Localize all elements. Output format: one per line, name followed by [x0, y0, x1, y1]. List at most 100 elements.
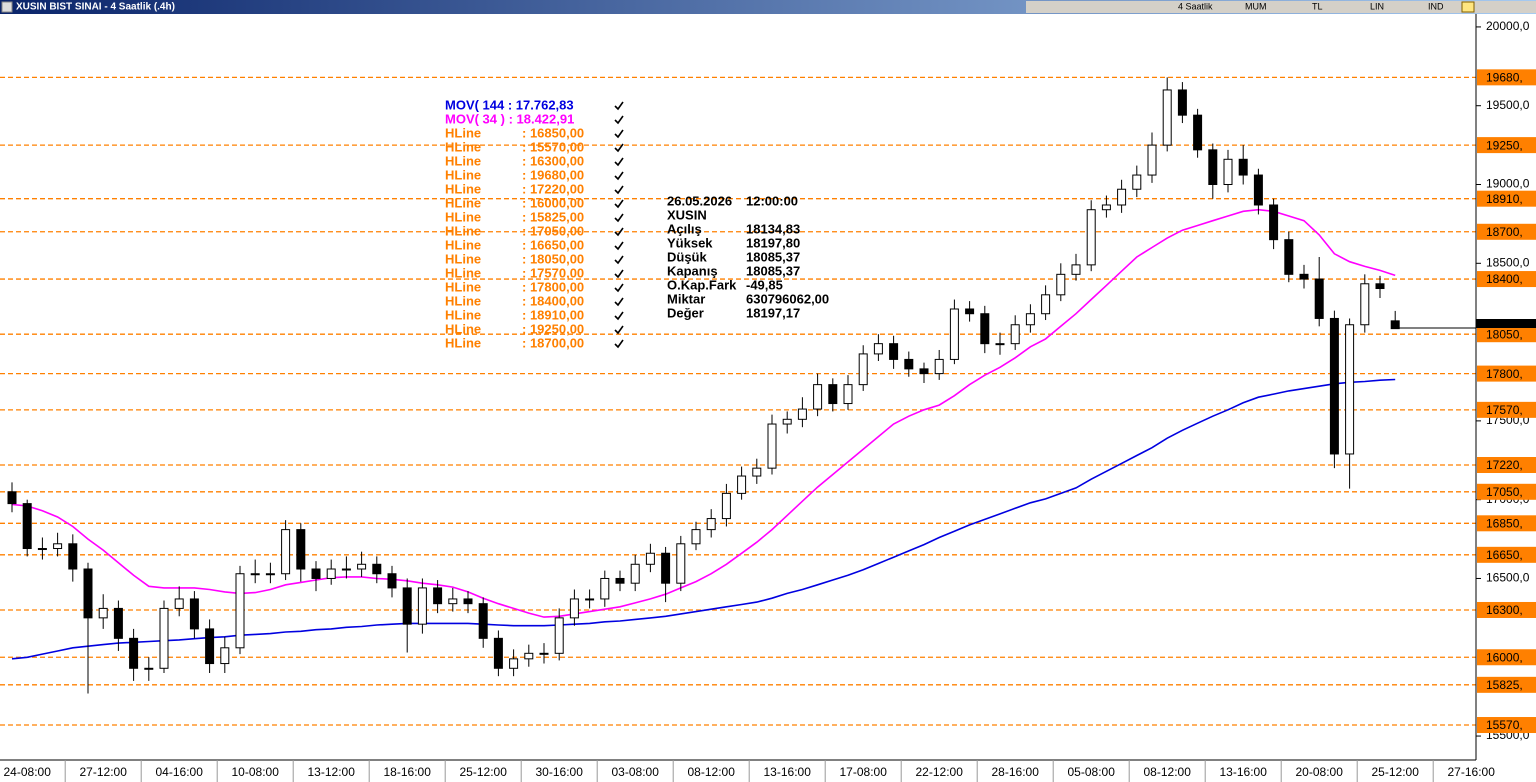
legend-value: : 19250,00: [522, 321, 584, 336]
candle-body: [478, 603, 488, 639]
y-tick-label: 19500,0: [1486, 98, 1530, 112]
toolbar-item[interactable]: 4 Saatlik: [1178, 1, 1213, 11]
legend-value: : 17220,00: [522, 181, 584, 196]
candle-body: [448, 598, 458, 605]
legend-entry: MOV( 144 : 17.762,83: [445, 97, 574, 112]
candle-body: [585, 598, 595, 601]
x-tick-label: 05-08:00: [1068, 765, 1116, 779]
candle-body: [433, 587, 443, 605]
legend-entry: MOV( 34 ) : 18.422,91: [445, 111, 574, 126]
hline-tag-label: 17220,: [1486, 458, 1523, 472]
x-tick-label: 13-16:00: [764, 765, 812, 779]
hline-tag: [1477, 326, 1536, 343]
info-symbol: XUSIN: [667, 207, 707, 222]
candle-body: [949, 308, 959, 360]
hline-tag-label: 18400,: [1486, 272, 1523, 286]
hline-tag: [1477, 457, 1536, 474]
candle-body: [1041, 294, 1051, 315]
info-value: 18134,83: [746, 221, 800, 236]
candle-body: [615, 577, 625, 584]
x-tick-label: 27-12:00: [80, 765, 128, 779]
candle-body: [554, 617, 564, 654]
candle-body: [22, 503, 32, 550]
window-icon[interactable]: [1, 1, 13, 13]
candle-body: [357, 563, 367, 570]
hline-tag: [1477, 401, 1536, 418]
info-label: Açılış: [667, 221, 702, 236]
legend-entry: HLine: [445, 153, 481, 168]
hline-tag: [1477, 223, 1536, 240]
candle-body: [1056, 273, 1066, 296]
hline-tag: [1477, 649, 1536, 666]
hline-tag: [1477, 190, 1536, 207]
candle-body: [311, 568, 321, 579]
toolbar-item[interactable]: TL: [1312, 1, 1323, 11]
candle-body: [767, 423, 777, 469]
candle-body: [281, 529, 291, 575]
legend-entry: HLine: [445, 223, 481, 238]
candle-body: [402, 587, 412, 625]
x-tick-label: 17-08:00: [840, 765, 888, 779]
hline-tag: [1477, 676, 1536, 693]
toolbar-icon[interactable]: [1461, 1, 1475, 13]
legend-value: : 17050,00: [522, 223, 584, 238]
candle-body: [797, 408, 807, 420]
info-value: 18085,37: [746, 249, 800, 264]
candle-body: [1132, 174, 1142, 190]
candle-body: [68, 543, 78, 570]
legend-entry: HLine: [445, 167, 481, 182]
y-tick-label: 20000,0: [1486, 19, 1530, 33]
legend-value: : 16000,00: [522, 195, 584, 210]
info-time: 12:00:00: [746, 193, 798, 208]
candle-body: [706, 518, 716, 531]
candle-body: [296, 529, 306, 570]
x-tick-label: 13-12:00: [308, 765, 356, 779]
x-tick-label: 03-08:00: [612, 765, 660, 779]
window-title: XUSIN BIST SINAI - 4 Saatlik (.4h): [16, 2, 175, 13]
info-value: 18197,17: [746, 305, 800, 320]
legend-entry: HLine: [445, 181, 481, 196]
hline-tag-label: 15825,: [1486, 678, 1523, 692]
hline-tag: [1477, 69, 1536, 86]
legend-value: : 18050,00: [522, 251, 584, 266]
toolbar-item[interactable]: LIN: [1370, 1, 1384, 11]
candle-body: [493, 637, 503, 669]
candle-body: [858, 353, 868, 386]
candle-body: [53, 543, 63, 550]
candle-body: [189, 598, 199, 630]
axes: 20000,019500,019000,018500,017500,017000…: [4, 19, 1536, 782]
info-value: -49,85: [746, 277, 783, 292]
legend-entry: HLine: [445, 251, 481, 266]
legend-check: [614, 283, 624, 293]
candle-body: [1253, 174, 1263, 206]
legend-entry: HLine: [445, 307, 481, 322]
tool-icons[interactable]: [1026, 1, 1166, 13]
x-tick-label: 24-08:00: [4, 765, 52, 779]
candle-body: [934, 358, 944, 375]
candle-body: [463, 598, 473, 605]
info-label: Kapanış: [667, 263, 718, 278]
hline-tag-label: 16300,: [1486, 603, 1523, 617]
toolbar-item[interactable]: IND: [1428, 1, 1444, 11]
legend-check: [614, 269, 624, 279]
info-label: O.Kap.Fark: [667, 277, 737, 292]
candle-body: [1025, 313, 1035, 326]
y-tick-label: 19000,0: [1486, 177, 1530, 191]
info-box: 26.05.2026 12:00:00 XUSIN Açılış 18134,83…: [667, 193, 829, 320]
hline-tag-label: 19250,: [1486, 138, 1523, 152]
info-value: 18197,80: [746, 235, 800, 250]
toolbar-item[interactable]: MUM: [1245, 1, 1267, 11]
hline-tag: [1477, 717, 1536, 734]
candle-body: [1390, 320, 1400, 330]
hline-tag: [1477, 515, 1536, 532]
candle-body: [524, 652, 534, 660]
legend-check: [614, 339, 624, 349]
candle-body: [737, 475, 747, 494]
legend-value: : 15570,00: [522, 139, 584, 154]
info-label: Düşük: [667, 249, 708, 264]
legend-entry: HLine: [445, 125, 481, 140]
x-tick-label: 22-12:00: [916, 765, 964, 779]
legend-value: : 18700,00: [522, 335, 584, 350]
candle-body: [1223, 158, 1233, 186]
candle-body: [205, 628, 215, 665]
